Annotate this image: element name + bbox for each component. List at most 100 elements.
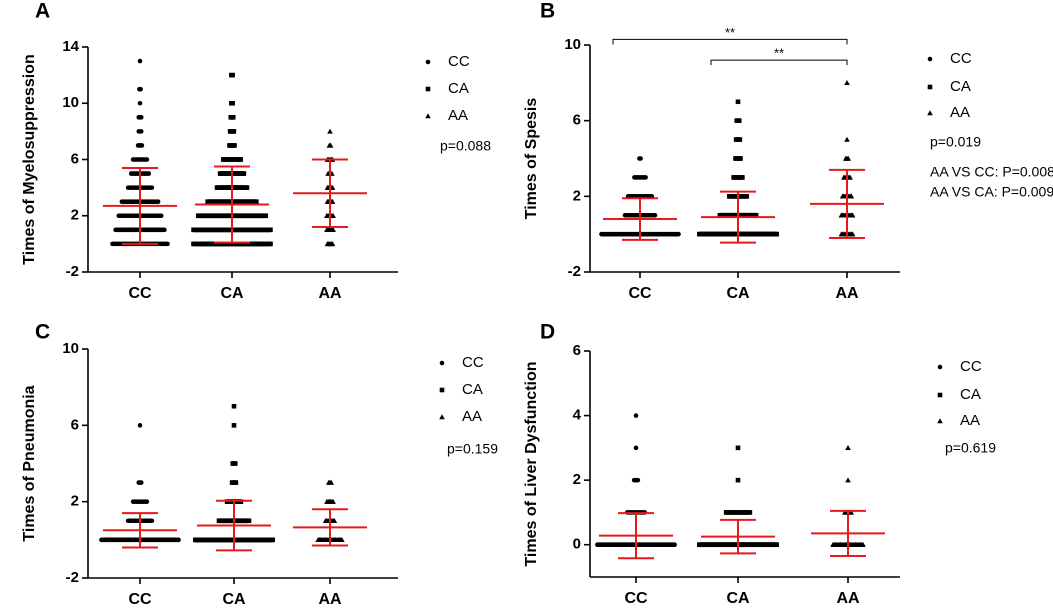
data-point <box>329 241 336 247</box>
data-point <box>652 212 658 218</box>
data-point <box>736 118 742 123</box>
legend-label: AA <box>960 412 980 429</box>
x-tick-label: CC <box>628 285 652 302</box>
legend-marker <box>927 110 933 116</box>
data-point <box>847 174 853 180</box>
x-tick-label: CC <box>128 285 152 302</box>
legend-marker <box>937 364 943 370</box>
data-point <box>137 100 143 106</box>
y-axis-label: Times of Pneumonia <box>21 385 38 541</box>
data-point <box>231 403 237 409</box>
data-point <box>744 194 750 199</box>
data-point <box>230 100 235 106</box>
data-point <box>230 72 235 78</box>
data-point <box>155 199 161 204</box>
data-point <box>740 175 745 180</box>
data-point <box>254 199 259 204</box>
data-point <box>329 198 336 204</box>
p-value: p=0.088 <box>440 138 491 154</box>
data-point <box>232 461 238 466</box>
data-point <box>246 518 252 524</box>
x-tick-label: AA <box>835 285 859 302</box>
data-point <box>676 231 681 237</box>
data-point <box>849 231 856 237</box>
data-point <box>845 477 851 483</box>
significance-label: ** <box>774 46 784 61</box>
legend-label: CA <box>950 78 971 95</box>
data-point <box>138 480 144 485</box>
panel-label: A <box>35 0 50 23</box>
y-tick-label: 2 <box>573 187 581 204</box>
data-point <box>737 137 743 142</box>
data-point <box>232 143 237 148</box>
y-tick-label: 6 <box>71 150 79 167</box>
y-tick-label: 2 <box>573 471 581 488</box>
data-point <box>244 185 250 190</box>
data-point <box>138 129 144 134</box>
data-point <box>848 193 855 199</box>
data-point <box>139 143 145 148</box>
p-value: p=0.619 <box>945 440 996 456</box>
data-point <box>845 445 851 451</box>
data-point <box>149 185 155 190</box>
data-point <box>633 445 639 451</box>
data-point <box>144 157 150 162</box>
y-tick-label: 6 <box>573 342 581 359</box>
data-point <box>329 184 336 190</box>
y-tick-label: 2 <box>71 493 79 510</box>
legend-label: CA <box>960 386 981 403</box>
data-point <box>230 115 236 120</box>
y-tick-label: 2 <box>71 207 79 224</box>
data-point <box>270 537 275 543</box>
y-tick-label: 10 <box>564 36 581 53</box>
legend-marker <box>439 360 445 366</box>
y-axis-label: Times of Myelosuppression <box>21 54 38 264</box>
data-point <box>848 509 854 515</box>
y-tick-label: 14 <box>62 38 79 55</box>
data-point <box>747 510 753 515</box>
data-point <box>774 542 779 548</box>
x-tick-label: CA <box>726 285 750 302</box>
panel-label: B <box>540 0 555 23</box>
data-point <box>330 498 336 504</box>
data-point <box>176 537 181 543</box>
data-point <box>635 477 641 483</box>
y-tick-label: 10 <box>62 94 79 111</box>
data-point <box>268 241 273 247</box>
data-point <box>643 175 648 180</box>
data-point <box>138 86 143 92</box>
data-point <box>327 128 333 134</box>
data-point <box>144 499 150 504</box>
y-tick-label: -2 <box>66 263 79 280</box>
data-point <box>327 142 334 148</box>
legend-label: CC <box>462 354 484 371</box>
significance-bracket <box>710 59 848 66</box>
legend-label: CC <box>960 358 982 375</box>
legend-label: CC <box>448 53 470 70</box>
data-point <box>138 115 144 120</box>
p-value: p=0.159 <box>447 441 498 457</box>
legend-label: CA <box>462 381 483 398</box>
legend-marker <box>425 86 431 92</box>
data-point <box>137 58 143 64</box>
y-tick-label: -2 <box>66 569 79 586</box>
x-tick-label: AA <box>836 590 860 607</box>
y-tick-label: 6 <box>573 112 581 129</box>
legend-marker <box>425 113 431 119</box>
data-point <box>774 231 779 237</box>
x-tick-label: CC <box>624 590 648 607</box>
data-point <box>162 227 167 233</box>
data-point <box>738 156 743 161</box>
x-tick-label: CA <box>726 590 750 607</box>
data-point <box>238 157 244 162</box>
annotation: AA VS CC: P=0.008 <box>930 164 1053 180</box>
data-point <box>330 212 336 218</box>
legend-marker <box>425 59 431 65</box>
p-value: p=0.019 <box>930 134 981 150</box>
legend-label: CA <box>448 80 469 97</box>
data-point <box>633 413 639 418</box>
data-point <box>735 445 741 451</box>
y-axis-label: Times of Spesis <box>523 98 540 220</box>
annotation: AA VS CA: P=0.009 <box>930 184 1053 200</box>
